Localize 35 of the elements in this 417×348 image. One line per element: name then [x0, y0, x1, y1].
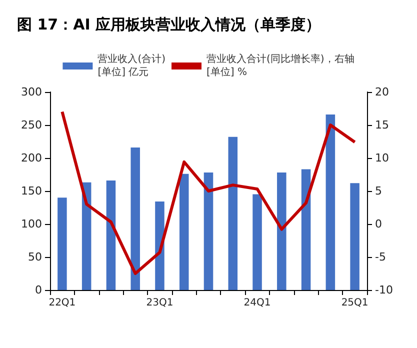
legend-label: 营业收入(合计) [单位] 亿元: [98, 53, 166, 78]
y-tick-label: 50: [28, 250, 42, 264]
bar: [82, 182, 92, 290]
bar: [252, 194, 262, 290]
y-tick-label: 250: [21, 118, 42, 132]
y2-tick-label: 0: [375, 218, 382, 230]
bar: [155, 202, 164, 290]
x-tick-label: 23Q1: [146, 298, 174, 308]
legend-label: 营业收入合计(同比增长率)，右轴 [单位] %: [206, 53, 354, 78]
y-tick-label: 150: [21, 184, 42, 198]
bar: [350, 183, 360, 290]
y2-tick-label: 15: [375, 118, 389, 132]
x-tick-label: 22Q1: [48, 298, 76, 308]
chart-title: 图 17：AI 应用板块营业收入情况（单季度）: [17, 16, 321, 34]
bar: [301, 169, 311, 290]
bar: [326, 114, 336, 290]
x-tick-label: 25Q1: [341, 298, 368, 308]
y-tick-label: 300: [21, 86, 42, 98]
y2-tick-label: -10: [375, 284, 393, 296]
x-tick-label: 24Q1: [244, 298, 271, 308]
bar: [204, 172, 214, 290]
line-series: [60, 110, 356, 275]
bar: [130, 147, 140, 290]
y2-tick-label: 10: [375, 152, 389, 164]
bar: [58, 198, 67, 290]
y2-tick-label: 5: [375, 184, 382, 198]
y-tick-label: 200: [21, 152, 42, 164]
y2-tick-label: 20: [375, 86, 389, 98]
bar: [179, 174, 189, 290]
y-tick-label: 0: [35, 284, 42, 296]
bar: [277, 172, 286, 290]
y-tick-label: 100: [21, 218, 42, 230]
y2-tick-label: -5: [375, 250, 386, 264]
bar: [106, 180, 116, 290]
bar: [228, 136, 238, 290]
